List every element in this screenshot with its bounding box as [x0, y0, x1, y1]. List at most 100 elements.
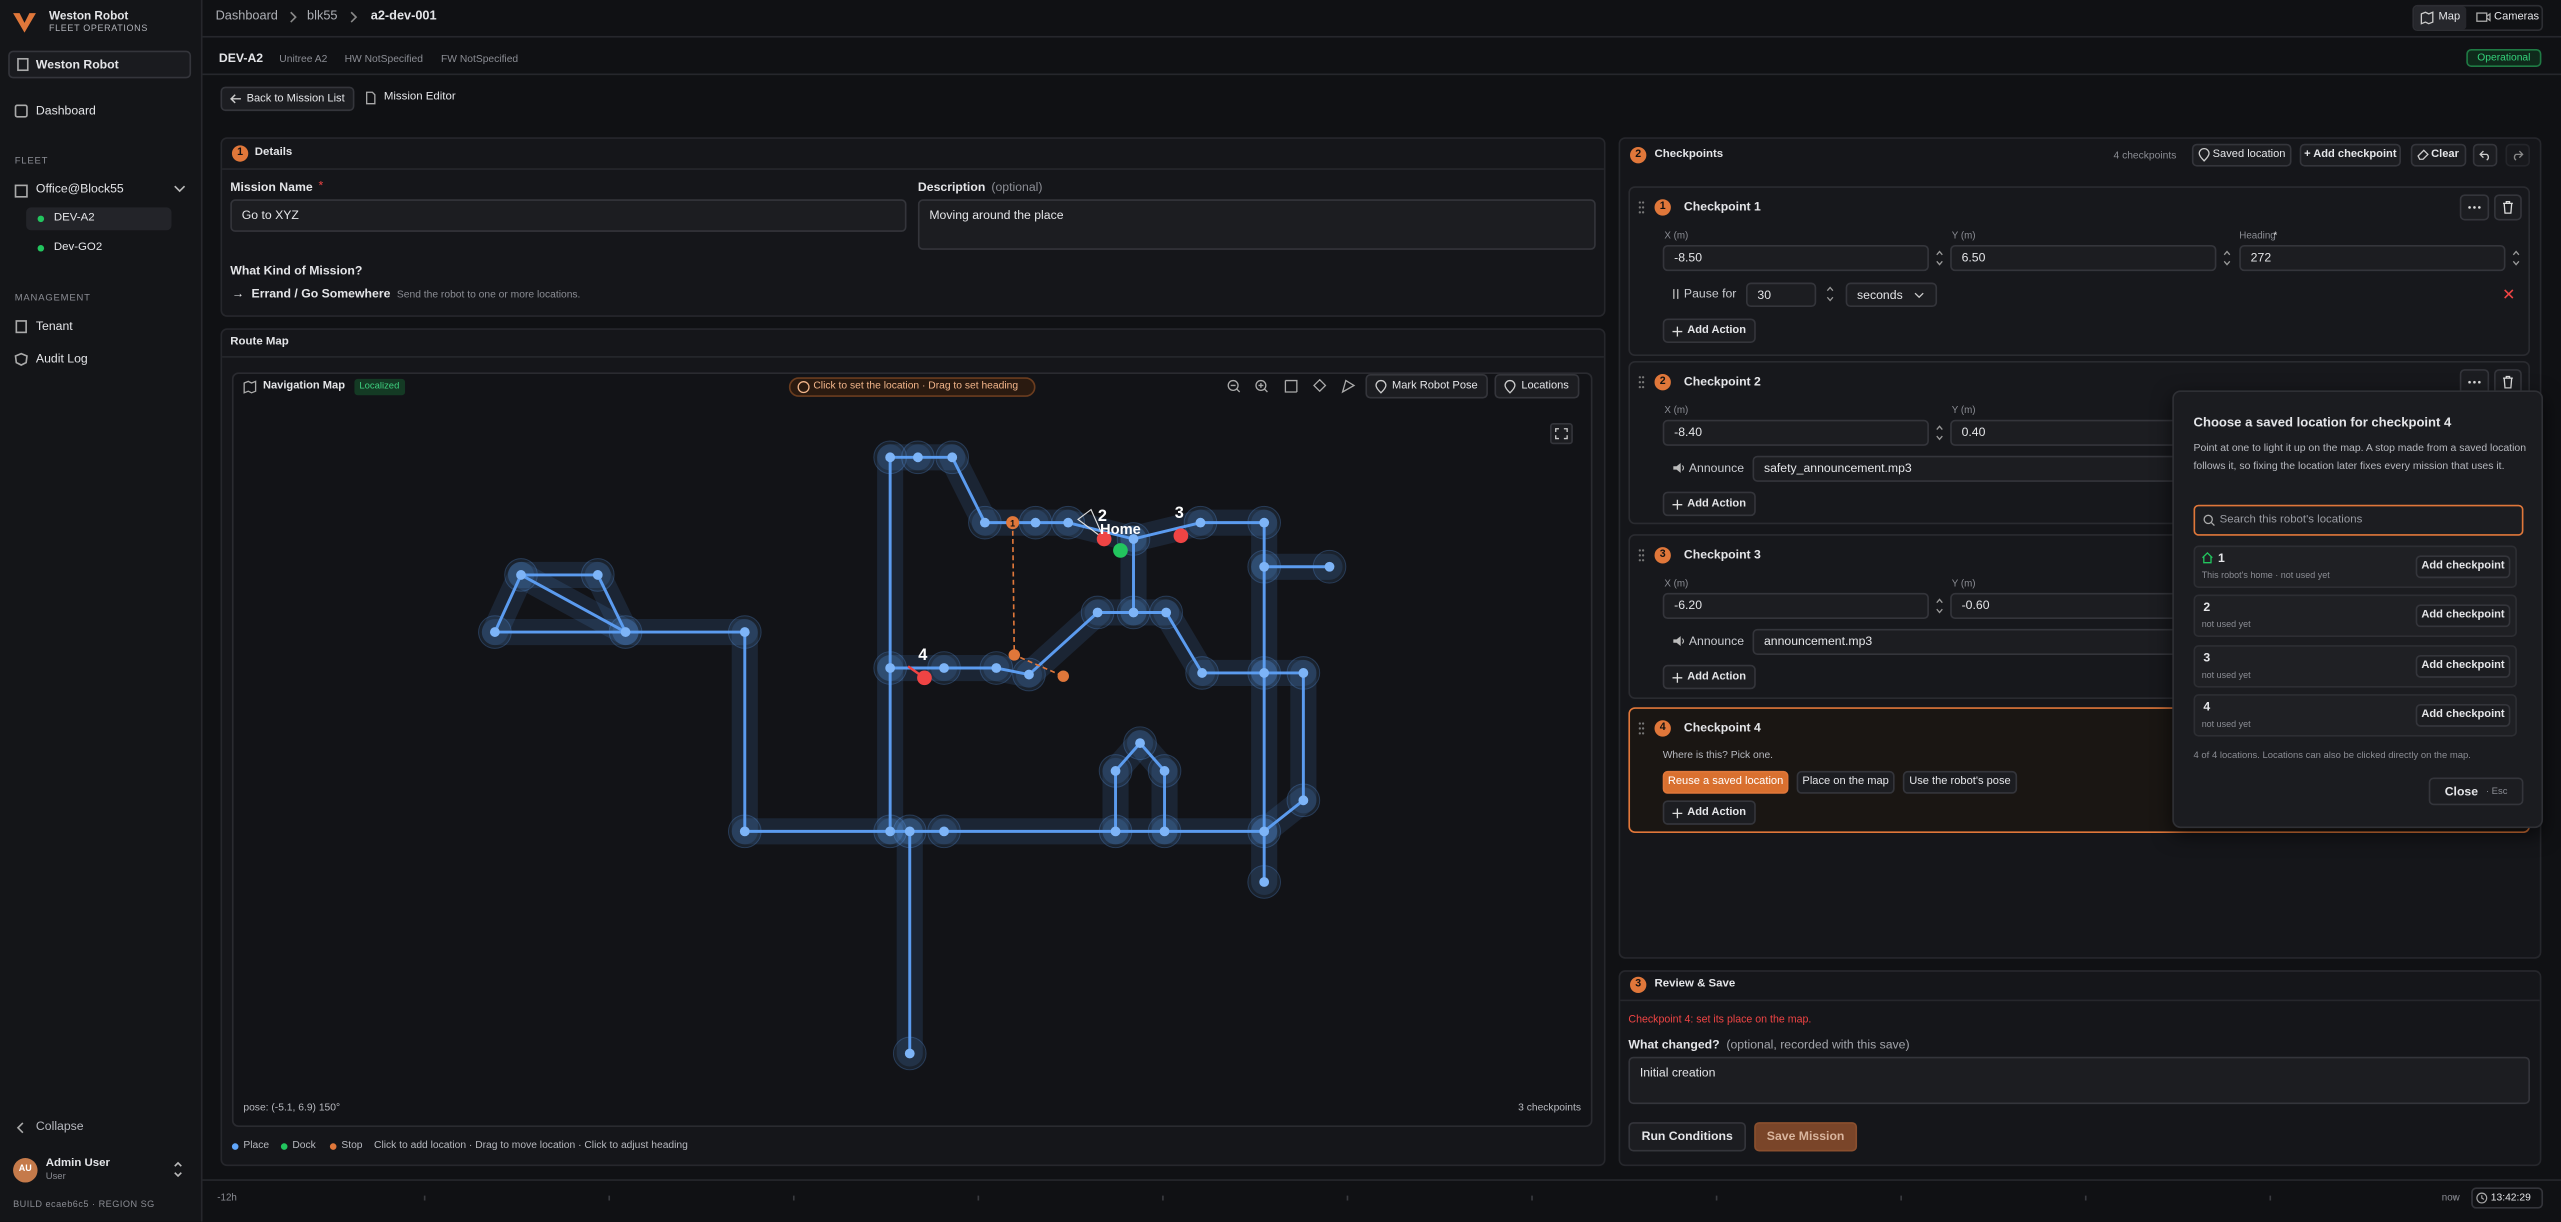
- back-button[interactable]: Back to Mission List: [220, 86, 355, 112]
- x-input[interactable]: -6.20: [1662, 592, 1929, 620]
- delete-button[interactable]: [2494, 194, 2522, 221]
- y-input[interactable]: 6.50: [1950, 244, 2217, 272]
- nav-audit-log[interactable]: Audit Log: [35, 351, 88, 366]
- node: [739, 826, 750, 837]
- pose-readout: pose: (-5.1, 6.9) 150°: [243, 1102, 341, 1114]
- fleet-group[interactable]: Office@Block55: [35, 181, 124, 196]
- user-name: Admin User: [45, 1158, 110, 1170]
- divider: [202, 73, 2561, 76]
- divider: [1620, 999, 2540, 1002]
- location-row[interactable]: [2193, 693, 2517, 737]
- close-button[interactable]: Close: [2428, 777, 2524, 806]
- checkpoint-pin[interactable]: [1006, 516, 1020, 530]
- add-checkpoint-button[interactable]: Add checkpoint: [2415, 604, 2511, 628]
- edge: [1138, 742, 1166, 772]
- node: [1135, 738, 1145, 749]
- timeline-track[interactable]: [245, 1194, 2456, 1202]
- map-tools[interactable]: [1227, 378, 1358, 395]
- map-icon: [243, 380, 257, 394]
- x-input[interactable]: -8.50: [1662, 244, 1929, 272]
- clear-button[interactable]: Clear: [2410, 143, 2467, 167]
- collapse[interactable]: Collapse: [35, 1118, 84, 1134]
- drag-handle: [1638, 376, 1645, 389]
- mission-kind[interactable]: Errand / Go Somewhere: [251, 285, 391, 301]
- robot-active[interactable]: [26, 207, 172, 231]
- x-input[interactable]: -8.40: [1662, 419, 1929, 446]
- add-checkpoint-button[interactable]: Add checkpoint: [2415, 703, 2511, 727]
- shortcut-hint: · Esc: [2485, 787, 2508, 798]
- divider: [222, 168, 1604, 170]
- panel-title: Details: [254, 146, 293, 159]
- redo-icon: [2513, 150, 2524, 161]
- timeline-end: now: [2441, 1193, 2460, 1204]
- brand-sub: FLEET OPERATIONS: [48, 24, 148, 35]
- node: [1128, 607, 1139, 618]
- node: [1063, 517, 1074, 528]
- add-action-button[interactable]: Add Action: [1662, 318, 1756, 343]
- user-menu-icon[interactable]: [173, 1161, 183, 1178]
- node: [1259, 561, 1270, 572]
- pin-label: 3: [1175, 504, 1184, 522]
- add-action-button[interactable]: Add Action: [1662, 664, 1756, 690]
- checkpoint-title: Checkpoint 4: [1683, 720, 1761, 735]
- checkpoint-card: [1628, 186, 2530, 357]
- logo: [13, 13, 36, 33]
- search-input[interactable]: [2193, 504, 2524, 536]
- view-map[interactable]: Map: [2438, 11, 2461, 23]
- undo-icon: [2479, 150, 2489, 161]
- location-note: not used yet: [2201, 621, 2251, 631]
- add-checkpoint-button[interactable]: + Add checkpoint: [2299, 143, 2401, 167]
- node: [885, 826, 896, 837]
- save-button[interactable]: Save Mission: [1754, 1122, 1858, 1152]
- speaker-icon: [1673, 463, 1685, 473]
- view-cameras[interactable]: Cameras: [2494, 11, 2540, 23]
- nav-dashboard[interactable]: Dashboard: [35, 102, 96, 118]
- node: [991, 663, 1002, 673]
- checkpoint-pin[interactable]: [1096, 531, 1112, 547]
- pause-input[interactable]: 30: [1745, 282, 1817, 308]
- saved-location-button[interactable]: Saved location: [2191, 143, 2292, 167]
- divider: [222, 356, 1604, 358]
- field-label: Heading: [2239, 231, 2276, 242]
- navigation-map[interactable]: 1 2 Home 3 4: [232, 402, 1593, 1088]
- location-option[interactable]: Use the robot's pose: [1902, 770, 2018, 794]
- add-action-button[interactable]: Add Action: [1662, 800, 1756, 825]
- add-action-button[interactable]: Add Action: [1662, 491, 1756, 517]
- robot-item[interactable]: Dev-GO2: [53, 241, 103, 254]
- run-conditions-button[interactable]: Run Conditions: [1628, 1122, 1746, 1152]
- changes-input[interactable]: Initial creation: [1628, 1056, 2530, 1105]
- pin-label: Home: [1100, 522, 1141, 538]
- checkpoint-pin[interactable]: [1173, 528, 1189, 544]
- description-input[interactable]: Moving around the place: [917, 199, 1596, 250]
- org-switcher[interactable]: [8, 50, 192, 79]
- popover-title: Choose a saved location for checkpoint 4: [2193, 414, 2452, 430]
- node: [913, 452, 923, 463]
- group-icon: [14, 184, 28, 198]
- redo-button[interactable]: [2505, 143, 2530, 167]
- breadcrumb[interactable]: blk55: [307, 8, 338, 23]
- checkpoint-pin[interactable]: [917, 670, 932, 686]
- dashboard-icon: [14, 104, 28, 118]
- location-option[interactable]: Place on the map: [1796, 770, 1895, 794]
- nav-tenant[interactable]: Tenant: [35, 318, 73, 334]
- breadcrumb[interactable]: Dashboard: [215, 8, 278, 23]
- locations-button[interactable]: Locations: [1494, 374, 1580, 399]
- status-badge: Operational: [2466, 48, 2542, 67]
- add-checkpoint-button[interactable]: Add checkpoint: [2415, 654, 2511, 678]
- status-dot: [37, 244, 45, 252]
- heading-input[interactable]: 272: [2239, 244, 2506, 272]
- stepper: [2223, 250, 2231, 266]
- validation-error: Checkpoint 4: set its place on the map.: [1628, 1014, 1812, 1026]
- fleet-heading: FLEET: [14, 156, 49, 167]
- field-label: X (m): [1664, 579, 1689, 590]
- mission-name-input[interactable]: Go to XYZ: [230, 199, 907, 232]
- dock-pin[interactable]: [1113, 543, 1128, 558]
- robot-item[interactable]: DEV-A2: [53, 212, 95, 224]
- location-option[interactable]: Reuse a saved location: [1662, 770, 1789, 794]
- popover-body: Point at one to light it up on the map. …: [2193, 442, 2527, 473]
- legend-item: Stop: [341, 1140, 363, 1152]
- undo-button[interactable]: [2472, 143, 2498, 167]
- add-checkpoint-button[interactable]: Add checkpoint: [2415, 555, 2511, 579]
- clock-box: [2471, 1187, 2544, 1209]
